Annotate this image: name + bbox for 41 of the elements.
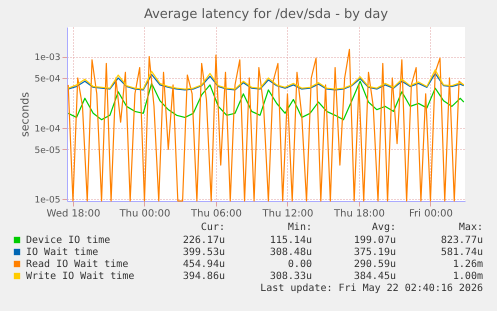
- y-tick-label: 1e-04: [34, 124, 61, 134]
- text: 394.86u: [182, 271, 225, 282]
- x-tick-label: Fri 00:00: [408, 208, 453, 220]
- y-tick-label: 5e-04: [34, 74, 61, 85]
- text: 581.74u: [440, 247, 483, 258]
- text: 1.26m: [452, 259, 483, 270]
- line-series: [68, 69, 464, 90]
- y-tick-label: 1e-05: [34, 196, 60, 206]
- line-series: [68, 72, 464, 91]
- x-tick-label: Thu 12:00: [262, 208, 314, 220]
- text: 399.53u: [182, 247, 225, 258]
- text: 199.07u: [354, 235, 396, 246]
- text: Avg:: [372, 222, 396, 233]
- text: 1.00m: [452, 271, 483, 282]
- y-tick-label: 1e-03: [34, 53, 60, 64]
- text: Min:: [288, 222, 312, 233]
- text: 308.48u: [270, 247, 312, 258]
- text: 375.19u: [354, 247, 396, 258]
- text: 115.14u: [270, 235, 312, 246]
- text: 384.45u: [354, 271, 396, 282]
- legend-label: Read IO Wait time: [26, 259, 128, 270]
- text: Cur:: [200, 222, 225, 233]
- text: 823.77u: [440, 235, 483, 246]
- text: 0.00: [288, 259, 312, 270]
- text: 308.33u: [270, 271, 312, 282]
- x-tick-label: Thu 06:00: [190, 208, 242, 220]
- line-series: [68, 80, 464, 120]
- text: 454.94u: [182, 259, 225, 270]
- text: 290.59u: [354, 259, 396, 270]
- x-tick-label: Thu 00:00: [118, 208, 170, 220]
- y-axis-title: seconds: [18, 92, 32, 137]
- x-tick-label: Thu 18:00: [333, 208, 385, 220]
- text: 226.17u: [182, 235, 225, 246]
- legend-label: IO Wait time: [26, 247, 98, 258]
- text: Max:: [458, 222, 483, 233]
- text: Last update: Fri May 22 02:40:16 2026: [260, 283, 483, 294]
- y-tick-label: 5e-05: [34, 146, 60, 156]
- legend-label: Write IO Wait time: [26, 271, 134, 282]
- chart-title: Average latency for /dev/sda - by day: [144, 7, 388, 22]
- x-tick-label: Wed 18:00: [46, 208, 100, 220]
- legend-label: Device IO time: [26, 235, 110, 246]
